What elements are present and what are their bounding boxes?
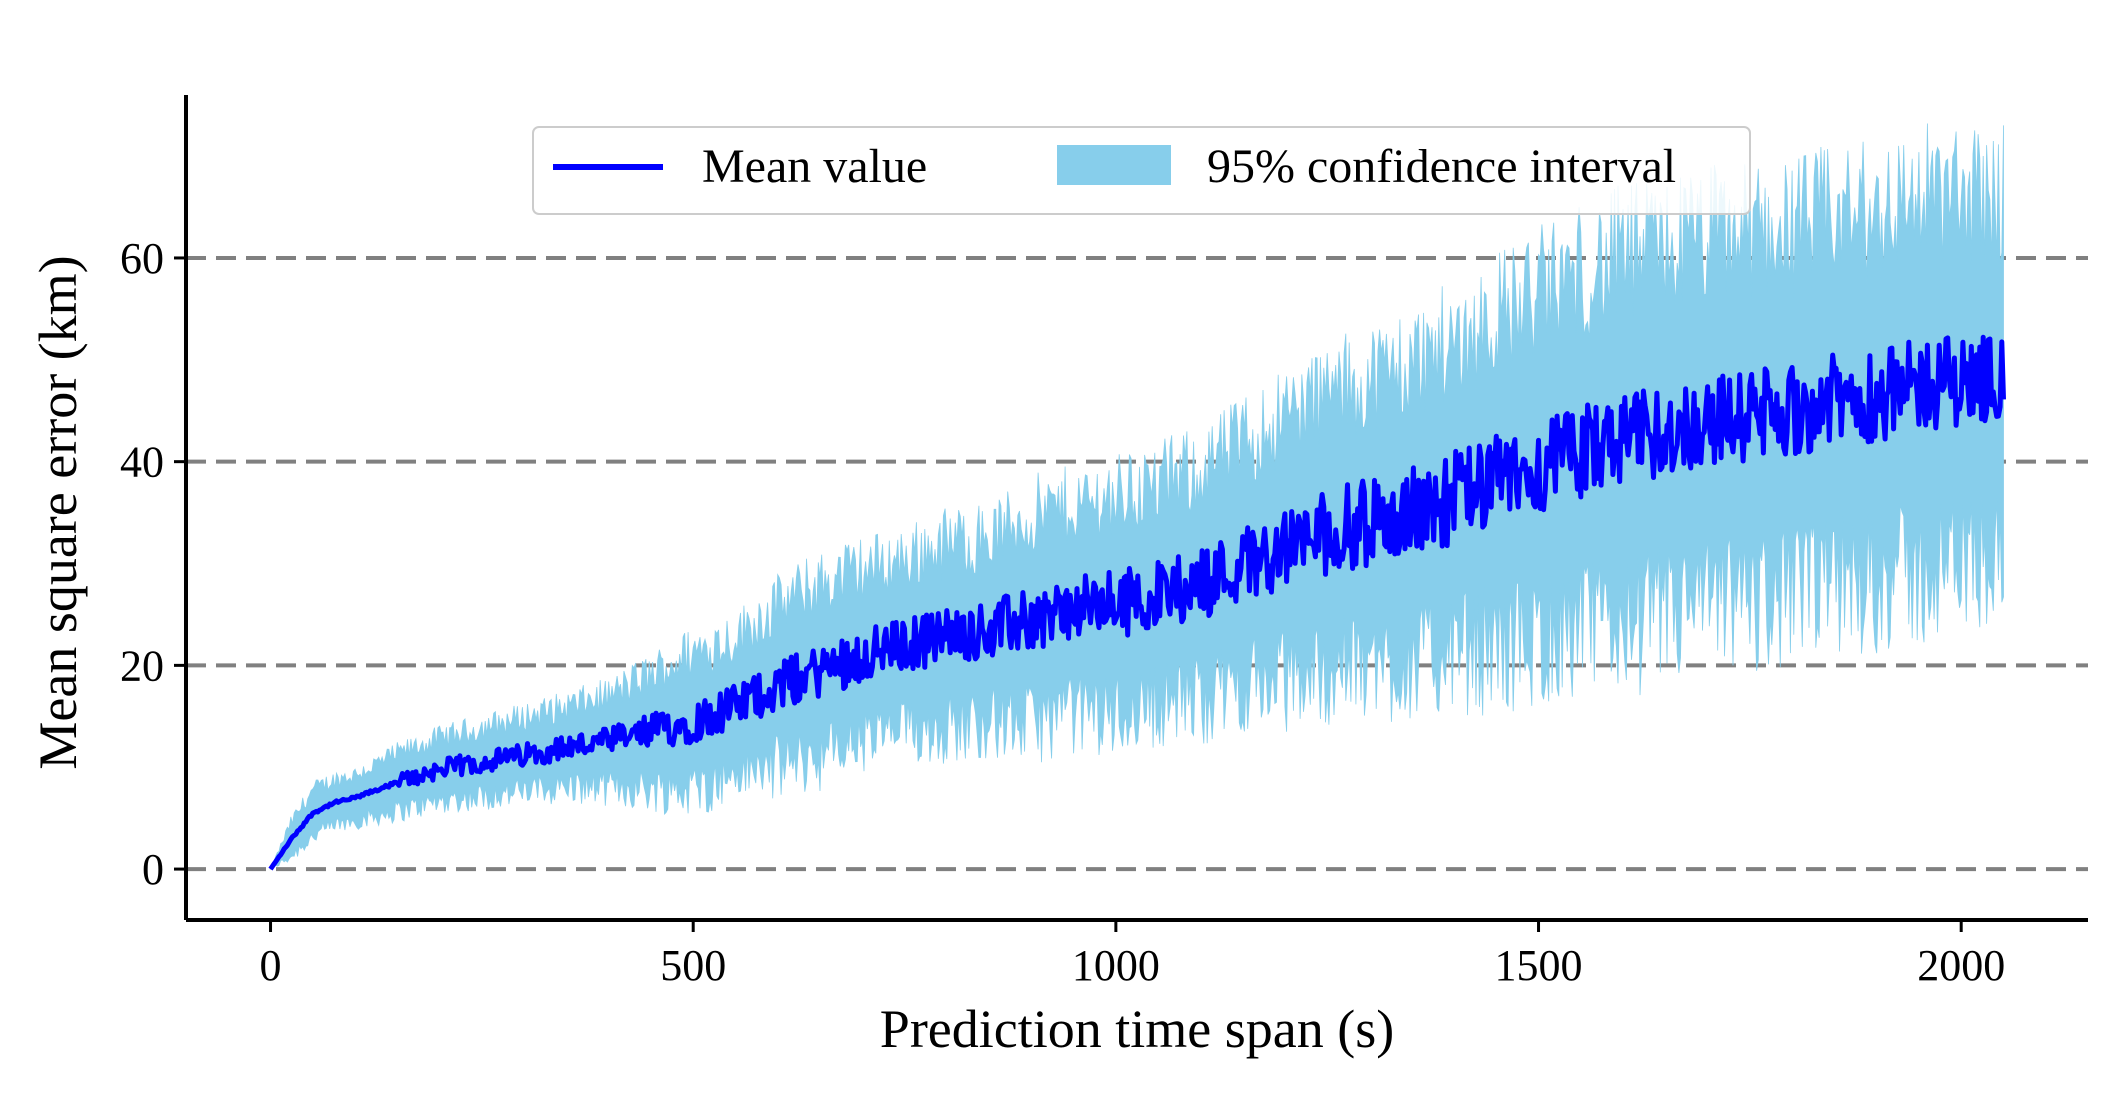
x-tick-label-0: 0 [260,941,282,990]
y-tick-label-2: 40 [120,438,164,487]
mean-line [268,334,2006,871]
tick-layer: 0 500 1000 1500 2000 0 20 40 60 [120,234,2005,990]
x-tick-label-4: 2000 [1917,941,2005,990]
y-tick-label-1: 20 [120,641,164,690]
legend-ci-swatch [1057,145,1171,185]
mean-layer [268,334,2006,871]
legend-mean-label: Mean value [702,140,927,193]
y-tick-label-3: 60 [120,234,164,283]
x-axis-label: Prediction time span (s) [880,999,1394,1059]
y-tick-label-0: 0 [142,845,164,894]
axes-layer [184,95,2088,922]
x-tick-label-2: 1000 [1072,941,1160,990]
y-axis-label: Mean square error (km) [28,255,88,769]
legend: Mean value 95% confidence interval [532,126,1751,215]
x-tick-label-3: 1500 [1495,941,1583,990]
x-tick-label-1: 500 [660,941,726,990]
legend-ci-label: 95% confidence interval [1207,140,1676,193]
grid-layer [186,255,2088,872]
